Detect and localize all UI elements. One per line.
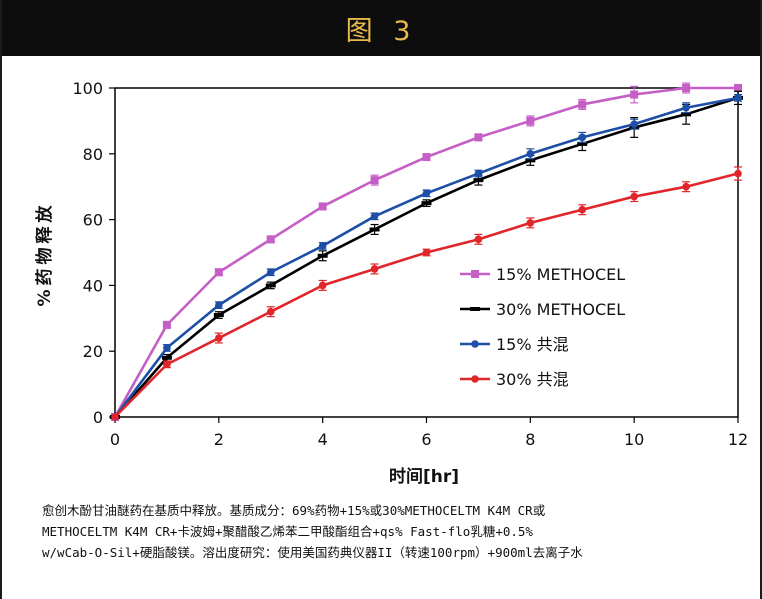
series-3 [111, 166, 742, 421]
data-point [214, 268, 223, 277]
caption-line-1: 愈创木酚甘油醚药在基质中释放。基质成分：69%药物+15%或30%METHOCE… [42, 503, 546, 518]
figure-title: 图 3 [345, 15, 417, 47]
axes-layer: 0 2 4 6 8 10 12 0 20 40 60 80 100 [72, 79, 748, 449]
x-tick-label: 10 [624, 430, 644, 449]
data-point [734, 169, 742, 178]
data-point [526, 116, 535, 125]
data-point [578, 205, 587, 214]
data-point [682, 103, 690, 112]
legend-marker [471, 340, 479, 348]
x-tick-label: 4 [318, 430, 328, 449]
legend-item: 30% 共混 [460, 370, 569, 389]
data-point [162, 320, 171, 329]
data-point [422, 248, 431, 257]
legend-item: 15% 共混 [460, 335, 569, 354]
legend-item: 15% METHOCEL [460, 265, 625, 284]
data-point [163, 360, 171, 369]
data-point [526, 219, 535, 227]
data-point [318, 281, 327, 290]
series-0 [111, 82, 742, 421]
data-point [161, 355, 172, 360]
x-tick-label: 6 [421, 430, 431, 449]
data-point [163, 344, 171, 352]
caption-line-3: w/wCab-O-Sil+硬脂酸镁。溶出度研究：使用美国药典仪器II（转速100… [42, 545, 583, 560]
y-tick-label: 100 [72, 79, 103, 98]
data-point [266, 307, 275, 316]
data-point [370, 176, 379, 185]
x-tick-label: 2 [214, 430, 224, 449]
data-point [473, 178, 484, 183]
figure-caption: 愈创木酚甘油醚药在基质中释放。基质成分：69%药物+15%或30%METHOCE… [42, 500, 754, 563]
legend-label: 30% METHOCEL [496, 300, 625, 319]
x-axis-label: 时间[hr] [389, 466, 459, 487]
series-2 [111, 93, 742, 421]
data-point [630, 90, 639, 99]
release-chart: 0 2 4 6 8 10 12 0 20 40 60 80 100 15% METHOCEL 30% ME… [34, 79, 748, 487]
series-line [114, 96, 739, 418]
series-layer [110, 82, 743, 421]
data-point [369, 227, 380, 232]
data-point [578, 133, 587, 142]
y-axis-label: %药物释放 [34, 201, 55, 306]
data-point [474, 133, 483, 142]
data-point [630, 192, 638, 201]
data-point [422, 189, 431, 198]
data-point [630, 120, 638, 128]
y-tick-label: 40 [83, 276, 103, 295]
data-point [734, 94, 742, 102]
data-point [370, 265, 379, 273]
legend-marker [471, 270, 479, 278]
y-tick-label: 80 [83, 145, 103, 164]
data-point [266, 235, 275, 244]
data-point [265, 283, 276, 288]
data-point [526, 150, 535, 158]
y-tick-label: 20 [83, 342, 103, 361]
data-point [422, 153, 431, 162]
legend-label: 30% 共混 [496, 370, 569, 389]
series-line [114, 172, 739, 418]
data-point [578, 100, 587, 109]
data-point [213, 313, 224, 318]
data-point [682, 84, 691, 92]
legend-marker [470, 307, 480, 311]
legend-label: 15% METHOCEL [496, 265, 625, 284]
legend-marker [471, 375, 479, 383]
data-point [111, 413, 119, 421]
figure-header-bar: 图 3 [2, 0, 760, 56]
data-point [318, 242, 327, 250]
data-point [474, 169, 483, 178]
data-point [681, 112, 692, 117]
data-point [421, 201, 432, 206]
legend-item: 30% METHOCEL [460, 300, 625, 319]
data-point [318, 202, 327, 211]
data-point [266, 268, 275, 277]
data-point [682, 182, 690, 191]
x-tick-label: 0 [110, 430, 120, 449]
series-line [113, 96, 739, 418]
data-point [215, 334, 223, 342]
data-point [370, 212, 379, 221]
data-point [474, 235, 483, 244]
legend-label: 15% 共混 [496, 335, 569, 354]
caption-line-2: METHOCELTM K4M CR+卡波姆+聚醋酸乙烯苯二甲酸酯组合+qs% F… [42, 524, 533, 539]
x-tick-label: 8 [525, 430, 535, 449]
data-point [525, 158, 536, 163]
legend-layer: 15% METHOCEL 30% METHOCEL 15% 共混 30% 共混 [460, 265, 625, 389]
data-point [734, 84, 742, 92]
data-point [215, 301, 223, 309]
data-point [317, 253, 328, 258]
y-tick-label: 60 [83, 211, 103, 230]
x-tick-label: 12 [728, 430, 748, 449]
data-point [577, 141, 588, 146]
y-tick-label: 0 [93, 408, 103, 427]
